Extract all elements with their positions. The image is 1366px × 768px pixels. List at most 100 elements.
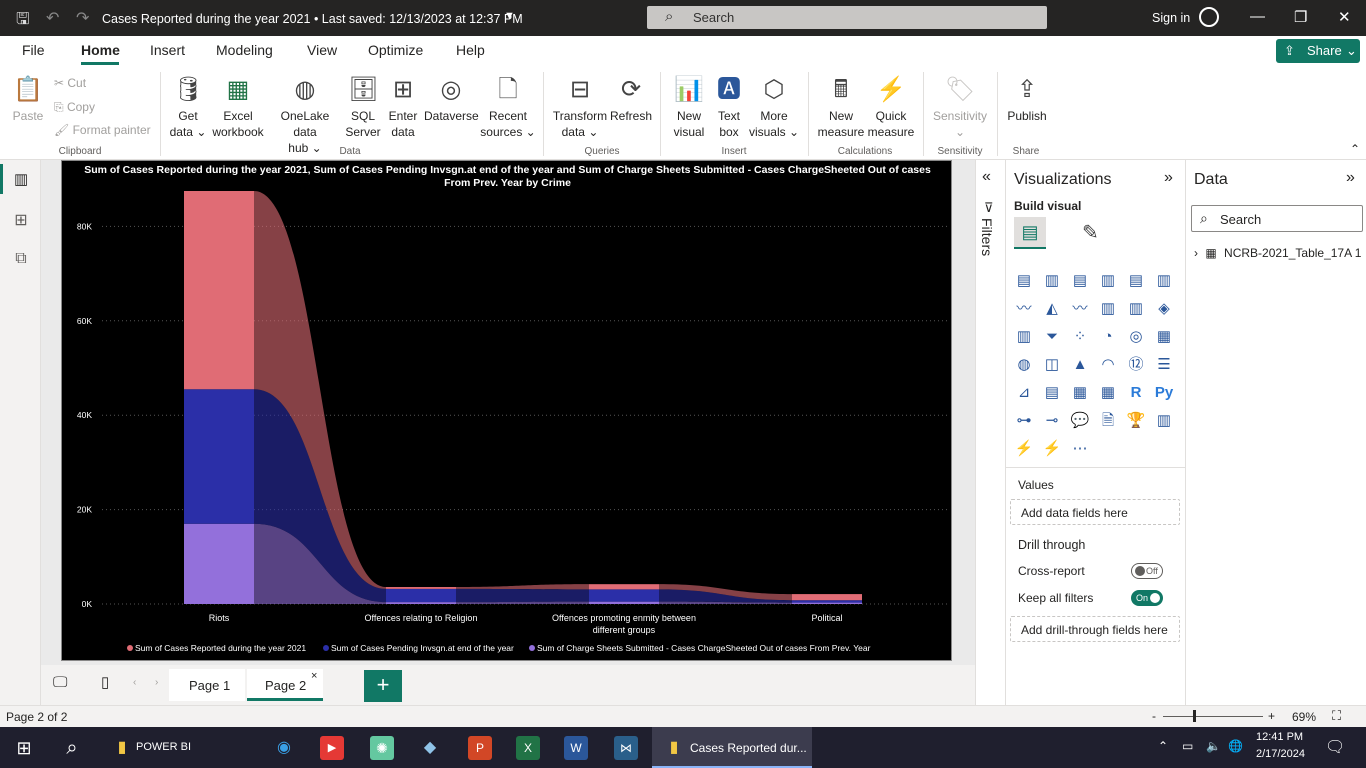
edge-icon[interactable]: ◉: [277, 739, 291, 756]
visual-type-icon[interactable]: ▥: [1156, 412, 1172, 429]
collapse-ribbon-icon[interactable]: ⌃: [1350, 142, 1361, 156]
report-view-button[interactable]: ▥: [0, 164, 41, 194]
save-icon[interactable]: 🖫: [16, 11, 30, 28]
ribbon-chart-visual[interactable]: Sum of Cases Reported during the year 20…: [61, 160, 952, 661]
table-view-icon[interactable]: ⊞: [14, 212, 28, 229]
sensitivity-button[interactable]: 🏷 Sensitivity ⌄: [932, 76, 988, 139]
close-icon[interactable]: ✕: [1338, 9, 1351, 26]
visual-type-icon[interactable]: ▤: [1072, 272, 1088, 289]
visual-type-icon[interactable]: ◈: [1158, 300, 1170, 317]
menu-optimize[interactable]: Optimize: [368, 42, 424, 58]
zoom-out-button[interactable]: -: [1152, 709, 1156, 723]
visual-type-icon[interactable]: ☰: [1157, 356, 1171, 373]
taskbar-power-bi-app[interactable]: ▮ Cases Reported dur...: [652, 727, 812, 768]
visual-type-icon[interactable]: ◠: [1101, 356, 1115, 373]
zoom-in-button[interactable]: +: [1268, 709, 1276, 723]
build-visual-tab-icon[interactable]: ▤: [1014, 217, 1046, 249]
zoom-slider[interactable]: [1163, 710, 1263, 722]
visual-type-icon[interactable]: R: [1130, 384, 1142, 401]
tab-page-1[interactable]: Page 1: [169, 669, 245, 701]
battery-icon[interactable]: ▭: [1182, 739, 1194, 753]
visual-type-icon[interactable]: ▤: [1016, 272, 1032, 289]
menu-modeling[interactable]: Modeling: [216, 42, 273, 58]
taskbar-power-bi-folder[interactable]: ▮ POWER BI: [106, 727, 256, 768]
collapse-visualizations-icon[interactable]: »: [1164, 169, 1173, 186]
zoom-slider-thumb[interactable]: [1193, 710, 1196, 722]
visual-type-icon[interactable]: ▥: [1156, 272, 1172, 289]
format-visual-tab-icon[interactable]: ✎: [1082, 222, 1099, 244]
visual-type-icon[interactable]: 💬: [1070, 412, 1090, 429]
visual-type-icon[interactable]: ▥: [1044, 272, 1060, 289]
menu-home[interactable]: Home: [81, 42, 120, 58]
new-measure-button[interactable]: 🖩 New measure: [816, 74, 866, 140]
visual-type-icon[interactable]: ◭: [1046, 300, 1058, 317]
filters-pane-collapsed[interactable]: « ⊽: [975, 160, 1005, 705]
visual-type-icon[interactable]: 🗎: [1101, 412, 1115, 429]
visual-type-icon[interactable]: ▦: [1100, 384, 1116, 401]
collapse-data-icon[interactable]: »: [1346, 169, 1355, 186]
copy-button[interactable]: ⎘ Copy: [54, 100, 95, 114]
visual-type-icon[interactable]: ▤: [1044, 384, 1060, 401]
quick-measure-button[interactable]: ⚡ Quick measure: [866, 74, 916, 140]
values-drop-zone[interactable]: Add data fields here: [1010, 499, 1180, 525]
visual-type-icon[interactable]: ▥: [1016, 328, 1032, 345]
visual-type-icon[interactable]: ⁘: [1073, 328, 1087, 345]
youtube-icon[interactable]: ▶: [320, 736, 344, 760]
mobile-layout-icon[interactable]: ▯: [101, 674, 110, 691]
notifications-icon[interactable]: 🗨: [1325, 739, 1346, 756]
network-icon[interactable]: 🌐: [1228, 739, 1243, 753]
visual-type-icon[interactable]: ▦: [1156, 328, 1172, 345]
visual-type-icon[interactable]: ◔: [1103, 328, 1113, 345]
avatar[interactable]: [1199, 7, 1219, 27]
visual-type-icon[interactable]: Py: [1154, 384, 1174, 401]
visual-type-icon[interactable]: ⚡: [1014, 440, 1034, 457]
excel-workbook-button[interactable]: ▦ Excel workbook: [210, 74, 266, 140]
onelake-data-hub-button[interactable]: ◍ OneLake data hub ⌄: [268, 74, 342, 156]
expand-filters-icon[interactable]: «: [982, 168, 991, 185]
fit-to-page-icon[interactable]: ⛶: [1332, 708, 1342, 723]
visual-type-icon[interactable]: ▲: [1072, 356, 1088, 373]
chevron-up-icon[interactable]: ⌃: [1158, 739, 1169, 753]
app-icon[interactable]: ◆: [423, 739, 437, 756]
visual-type-icon[interactable]: ⊶: [1016, 412, 1032, 429]
close-page-icon[interactable]: ×: [311, 670, 318, 682]
document-title[interactable]: Cases Reported during the year 2021 • La…: [102, 12, 523, 26]
menu-help[interactable]: Help: [456, 42, 485, 58]
model-view-icon[interactable]: ⧉: [15, 250, 27, 267]
excel-icon[interactable]: X: [516, 736, 540, 760]
menu-file[interactable]: File: [22, 42, 45, 58]
data-table-item[interactable]: › ▦ NCRB-2021_Table_17A 1: [1194, 246, 1361, 260]
drill-through-drop-zone[interactable]: Add drill-through fields here: [1010, 616, 1180, 642]
format-painter-button[interactable]: 🖌 Format painter: [54, 123, 151, 137]
visual-type-icon[interactable]: 〰: [1072, 300, 1088, 317]
minimize-icon[interactable]: —: [1250, 8, 1265, 25]
volume-icon[interactable]: 🔈: [1206, 739, 1221, 753]
visual-type-icon[interactable]: ⚡: [1042, 440, 1062, 457]
recent-sources-button[interactable]: 🗋 Recent sources ⌄: [480, 74, 536, 140]
text-box-button[interactable]: 🅰 Text box: [712, 74, 746, 140]
visual-type-icon[interactable]: ◍: [1017, 356, 1031, 373]
visual-type-icon[interactable]: ⋯: [1072, 440, 1088, 457]
filters-label[interactable]: Filters: [979, 218, 995, 257]
title-dropdown-icon[interactable]: ▼: [504, 10, 515, 22]
clock-time[interactable]: 12:41 PM: [1256, 731, 1304, 743]
visual-type-icon[interactable]: ▦: [1072, 384, 1088, 401]
visual-type-icon[interactable]: ▥: [1128, 300, 1144, 317]
new-visual-button[interactable]: 📊 New visual: [668, 74, 710, 140]
visual-type-icon[interactable]: ▥: [1100, 300, 1116, 317]
powerpoint-icon[interactable]: P: [468, 736, 492, 760]
sql-server-button[interactable]: 🗄 SQL Server: [344, 74, 382, 140]
search-input[interactable]: ⌕ Search: [647, 6, 1047, 29]
visual-type-icon[interactable]: ▥: [1100, 272, 1116, 289]
refresh-button[interactable]: ⟳ Refresh: [610, 74, 652, 124]
restore-icon[interactable]: ❐: [1294, 9, 1308, 26]
desktop-layout-icon[interactable]: 🖵: [53, 674, 68, 691]
menu-insert[interactable]: Insert: [150, 42, 186, 58]
cross-report-toggle[interactable]: Off: [1131, 563, 1163, 579]
visual-type-icon[interactable]: ⊸: [1045, 412, 1059, 429]
app-icon[interactable]: ⋈: [614, 736, 638, 760]
enter-data-button[interactable]: ⊞ Enter data: [384, 74, 422, 140]
dataverse-button[interactable]: ◎ Dataverse: [424, 74, 479, 124]
redo-icon[interactable]: ↷: [76, 10, 90, 27]
word-icon[interactable]: W: [564, 736, 588, 760]
